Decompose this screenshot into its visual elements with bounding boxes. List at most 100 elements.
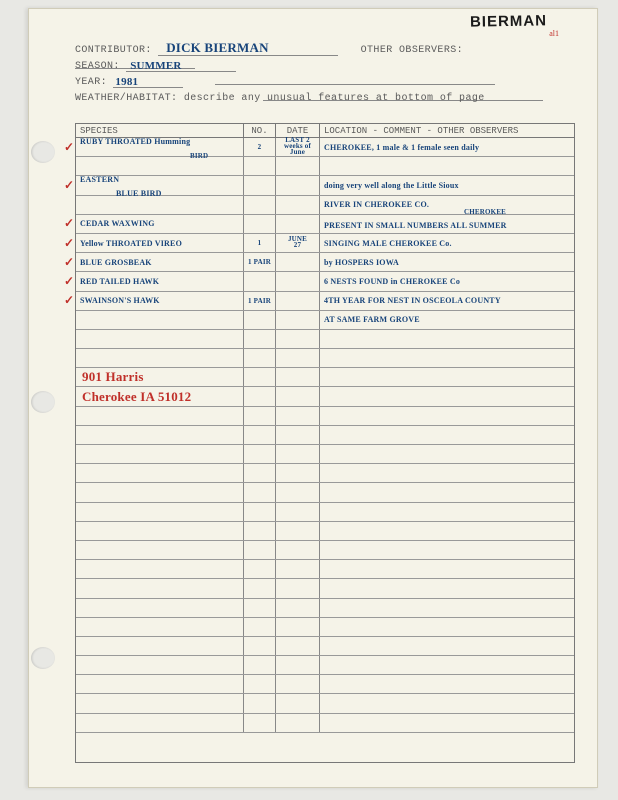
date-cell [276, 292, 320, 310]
species-cell [76, 483, 244, 501]
location-cell: RIVER IN CHEROKEE CO. [320, 196, 574, 214]
table-row [76, 694, 574, 713]
number-cell [244, 311, 276, 329]
punch-hole [31, 141, 55, 163]
table-row [76, 656, 574, 675]
location-cell: by HOSPERS IOWA [320, 253, 574, 271]
number-cell [244, 196, 276, 214]
date-cell [276, 579, 320, 597]
checkmark-icon: ✓ [64, 140, 74, 155]
date-cell [276, 407, 320, 425]
date-cell [276, 675, 320, 693]
location-cell: CHEROKEE, 1 male & 1 female seen daily [320, 138, 574, 156]
date-cell [276, 618, 320, 636]
date-cell [276, 196, 320, 214]
number-cell [244, 560, 276, 578]
location-cell [320, 675, 574, 693]
date-cell [276, 368, 320, 386]
date-cell [276, 464, 320, 482]
number-cell: 1 [244, 234, 276, 252]
checkmark-icon: ✓ [64, 293, 74, 308]
table-row [76, 618, 574, 637]
checkmark-icon: ✓ [64, 236, 74, 251]
table-row [76, 675, 574, 694]
species-cell [76, 503, 244, 521]
table-row [76, 579, 574, 598]
species-cell: RUBY THROATED HummingBIRD [76, 138, 244, 156]
table-row: ✓RUBY THROATED HummingBIRD2LAST 2weeks o… [76, 138, 574, 157]
number-cell [244, 483, 276, 501]
number-cell [244, 272, 276, 290]
checkmark-icon: ✓ [64, 274, 74, 289]
date-cell [276, 387, 320, 405]
date-cell [276, 503, 320, 521]
table-row [76, 426, 574, 445]
date-cell [276, 522, 320, 540]
table-row [76, 637, 574, 656]
number-cell [244, 407, 276, 425]
species-cell: Cherokee IA 51012 [76, 387, 244, 405]
species-cell: EASTERNBLUE BIRD [76, 176, 244, 194]
date-cell [276, 656, 320, 674]
date-cell [276, 560, 320, 578]
table-row [76, 407, 574, 426]
table-row: ✓SWAINSON'S HAWK1 PAIR4TH YEAR FOR NEST … [76, 292, 574, 311]
number-cell [244, 656, 276, 674]
number-cell [244, 522, 276, 540]
date-cell [276, 349, 320, 367]
col-date: DATE [276, 124, 320, 137]
location-cell: CHEROKEEPRESENT IN SMALL NUMBERS ALL SUM… [320, 215, 574, 233]
date-cell [276, 253, 320, 271]
number-cell [244, 215, 276, 233]
contributor-value: DICK BIERMAN [166, 40, 268, 56]
table-row: ✓Yellow THROATED VIREO1JUNE27SINGING MAL… [76, 234, 574, 253]
top-sub-note: al1 [549, 29, 559, 38]
location-cell [320, 349, 574, 367]
number-cell [244, 349, 276, 367]
number-cell [244, 330, 276, 348]
table-row: ✓EASTERNBLUE BIRDdoing very well along t… [76, 176, 574, 195]
number-cell [244, 599, 276, 617]
species-cell [76, 311, 244, 329]
date-cell [276, 157, 320, 175]
date-cell [276, 426, 320, 444]
location-cell [320, 656, 574, 674]
number-cell [244, 694, 276, 712]
species-cell [76, 426, 244, 444]
weather-label: WEATHER/HABITAT: describe any unusual fe… [75, 93, 485, 104]
species-cell [76, 599, 244, 617]
date-cell [276, 445, 320, 463]
species-cell: RED TAILED HAWK [76, 272, 244, 290]
number-cell [244, 618, 276, 636]
table-row [76, 522, 574, 541]
number-cell [244, 176, 276, 194]
number-cell: 2 [244, 138, 276, 156]
table-row [76, 349, 574, 368]
number-cell [244, 464, 276, 482]
table-row: ✓CEDAR WAXWINGCHEROKEEPRESENT IN SMALL N… [76, 215, 574, 234]
contributor-label: CONTRIBUTOR: [75, 45, 152, 56]
location-cell [320, 618, 574, 636]
species-cell [76, 560, 244, 578]
species-cell [76, 407, 244, 425]
species-cell: 901 Harris [76, 368, 244, 386]
location-cell [320, 503, 574, 521]
location-cell [320, 445, 574, 463]
table-row [76, 483, 574, 502]
season-value: SUMMER [130, 60, 181, 72]
table-row: AT SAME FARM GROVE [76, 311, 574, 330]
location-cell [320, 694, 574, 712]
table-row: ✓RED TAILED HAWK6 NESTS FOUND in CHEROKE… [76, 272, 574, 291]
species-cell [76, 349, 244, 367]
species-cell: Yellow THROATED VIREO [76, 234, 244, 252]
other-observers-label: OTHER OBSERVERS: [361, 45, 463, 56]
location-cell [320, 368, 574, 386]
table-row: Cherokee IA 51012 [76, 387, 574, 406]
date-cell [276, 330, 320, 348]
date-cell [276, 311, 320, 329]
number-cell [244, 714, 276, 732]
date-cell [276, 714, 320, 732]
species-cell [76, 637, 244, 655]
date-cell [276, 637, 320, 655]
species-cell [76, 330, 244, 348]
